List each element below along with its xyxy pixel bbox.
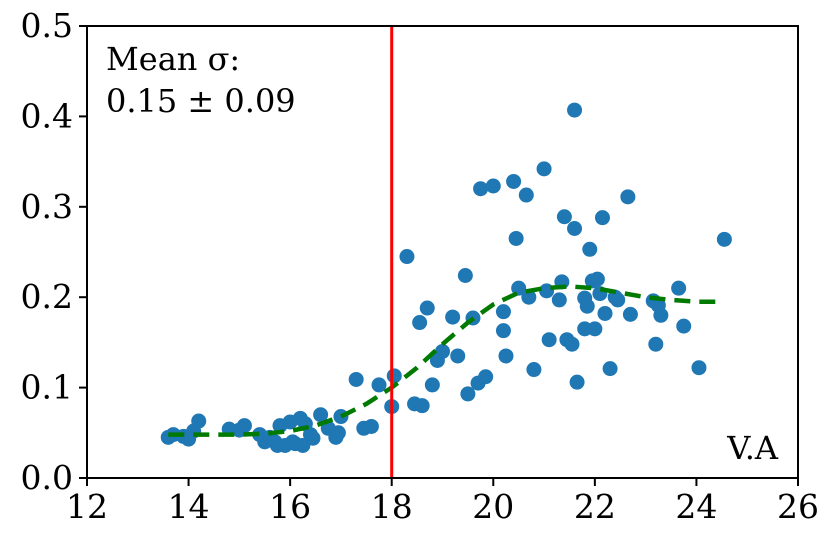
- data-point: [399, 249, 415, 265]
- x-tick-label: 12: [66, 487, 108, 526]
- data-point: [460, 386, 476, 402]
- data-point: [551, 292, 567, 308]
- data-point: [508, 230, 524, 246]
- data-point: [526, 362, 542, 378]
- data-point: [648, 336, 664, 352]
- x-tick-label: 26: [777, 487, 819, 526]
- data-point: [450, 348, 466, 364]
- annotation-value: 0.15 ± 0.09: [106, 82, 296, 120]
- data-point: [386, 368, 402, 384]
- data-point: [594, 210, 610, 226]
- data-point: [536, 161, 552, 177]
- data-point: [521, 289, 537, 305]
- data-point: [424, 377, 440, 393]
- data-point: [597, 305, 613, 321]
- data-point: [587, 321, 603, 337]
- x-tick-label: 24: [675, 487, 717, 526]
- data-point: [518, 187, 534, 203]
- data-point: [363, 418, 379, 434]
- data-point: [539, 283, 555, 299]
- x-tick-label: 20: [472, 487, 514, 526]
- data-point: [506, 173, 522, 189]
- data-point: [330, 425, 346, 441]
- data-point: [602, 361, 618, 377]
- data-point: [671, 280, 687, 296]
- trend-line: [168, 284, 722, 437]
- y-tick-label: 0.3: [21, 187, 73, 226]
- data-point: [495, 304, 511, 320]
- data-point: [620, 189, 636, 205]
- data-point: [579, 298, 595, 314]
- data-point: [435, 343, 450, 359]
- data-point: [419, 300, 435, 316]
- data-point: [498, 348, 514, 364]
- data-point: [582, 241, 598, 257]
- plot-marks: [160, 26, 732, 478]
- axes: 12 14 16 18 20 22 24 26 0.0 0.1 0.2 0.3 0.4 0.5: [21, 6, 819, 526]
- data-point: [495, 323, 511, 339]
- x-tick-label: 16: [269, 487, 311, 526]
- annotation-title: Mean σ:: [106, 40, 240, 78]
- y-tick-label: 0.4: [21, 96, 73, 135]
- data-point: [676, 318, 692, 334]
- data-point: [412, 315, 428, 331]
- data-point: [567, 220, 583, 236]
- panel-label: V.A: [726, 429, 779, 467]
- y-tick-label: 0.5: [21, 6, 73, 45]
- data-point: [191, 413, 207, 429]
- data-point: [457, 268, 473, 284]
- data-point: [569, 374, 585, 390]
- data-point: [485, 178, 501, 194]
- data-point: [414, 398, 430, 414]
- data-point: [445, 309, 461, 325]
- data-point: [567, 102, 583, 118]
- data-point: [653, 307, 669, 323]
- x-tick-label: 18: [371, 487, 413, 526]
- data-point: [622, 306, 638, 322]
- data-point: [478, 369, 494, 385]
- data-point: [556, 209, 572, 225]
- data-point: [716, 231, 732, 247]
- data-point: [305, 430, 321, 446]
- data-point: [348, 371, 364, 387]
- data-point: [691, 360, 707, 376]
- data-point: [371, 377, 387, 393]
- data-point: [313, 407, 329, 423]
- data-point: [589, 271, 605, 287]
- data-point: [236, 418, 252, 434]
- y-tick-label: 0.2: [21, 277, 73, 316]
- data-point: [564, 336, 580, 352]
- plot-frame: [86, 25, 799, 479]
- x-tick-label: 22: [574, 487, 616, 526]
- data-point: [541, 332, 557, 348]
- y-tick-label: 0.0: [21, 458, 73, 497]
- x-tick-label: 14: [168, 487, 210, 526]
- y-tick-label: 0.1: [21, 368, 73, 407]
- data-point: [511, 280, 527, 296]
- data-point: [610, 292, 626, 308]
- data-point: [333, 409, 349, 425]
- data-point: [473, 181, 489, 197]
